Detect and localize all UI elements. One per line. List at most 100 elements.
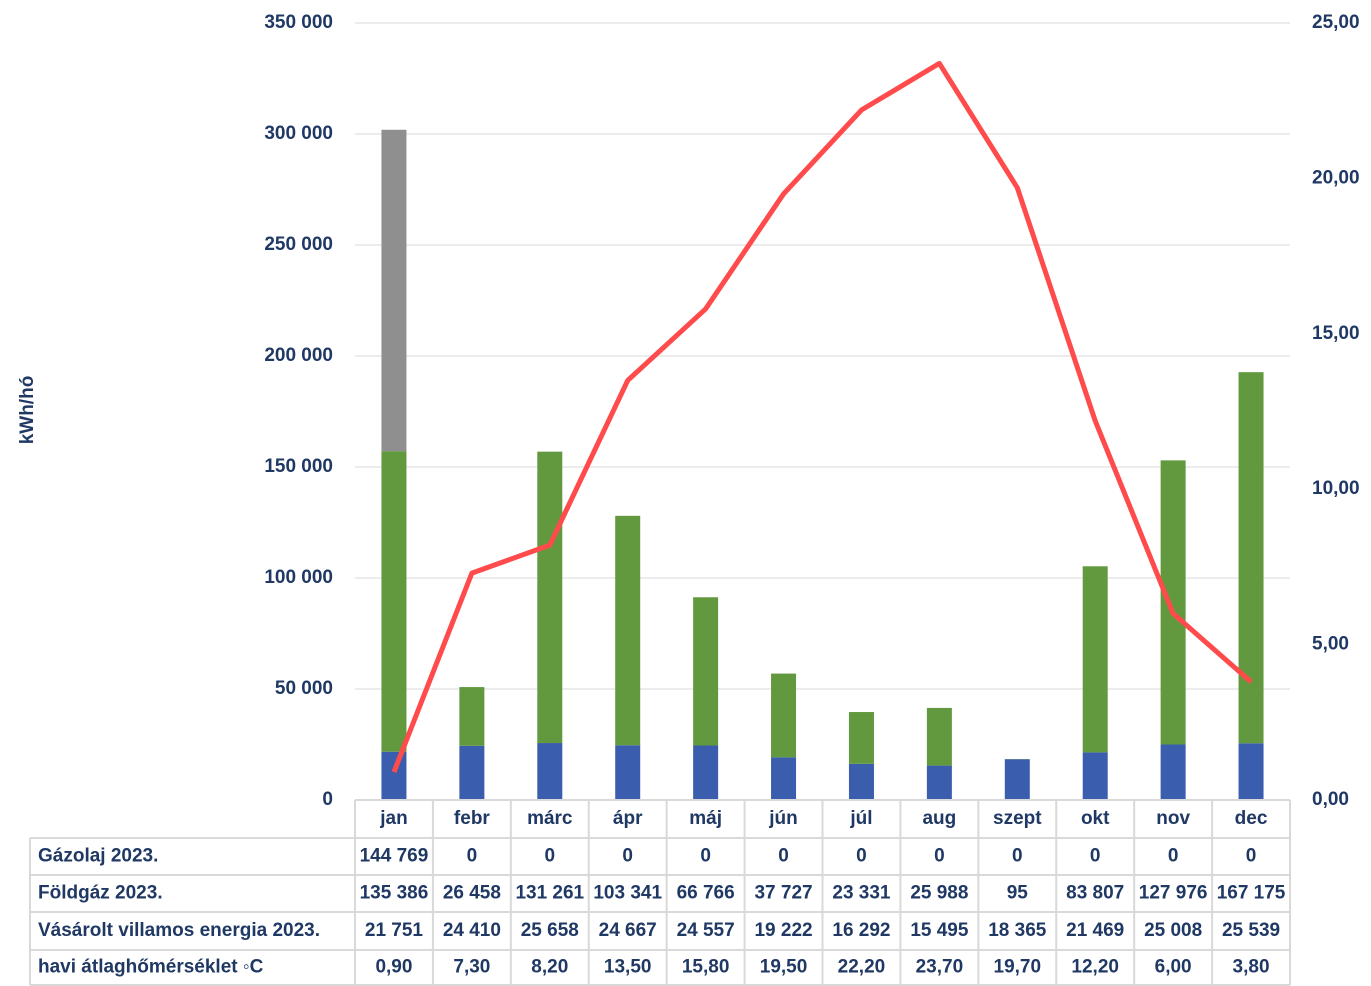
table-cell: 103 341	[593, 883, 662, 904]
y2-tick-label: 25,00	[1312, 12, 1360, 33]
bar	[848, 763, 874, 800]
table-cell: 25 658	[521, 920, 579, 941]
table-cell: 19 222	[754, 920, 812, 941]
legend-label: Gázolaj 2023.	[38, 846, 158, 867]
table-cell: 0	[1168, 846, 1179, 867]
y-tick-label: 150 000	[264, 456, 333, 477]
table-cell: 15 495	[910, 920, 969, 941]
bar	[926, 707, 952, 766]
table-cell: 0,90	[375, 957, 412, 978]
table-cell: 37 727	[754, 883, 812, 904]
bar	[1082, 752, 1108, 800]
legend-label: havi átlaghőmérséklet ◦C	[38, 957, 264, 978]
x-tick-label: szept	[993, 808, 1042, 829]
table-cell: 25 008	[1144, 920, 1202, 941]
table-cell: 13,50	[604, 957, 652, 978]
table-cell: 0	[934, 846, 945, 867]
legend-label: Vásárolt villamos energia 2023.	[38, 920, 320, 941]
bar	[537, 743, 563, 800]
bar	[848, 712, 874, 764]
table-cell: 25 988	[910, 883, 968, 904]
table-cell: 0	[545, 846, 556, 867]
y2-tick-label: 0,00	[1312, 789, 1349, 810]
y2-tick-label: 5,00	[1312, 634, 1349, 655]
y-tick-label: 250 000	[264, 234, 333, 255]
table-cell: 21 469	[1066, 920, 1124, 941]
x-tick-label: júl	[849, 808, 872, 829]
bar	[1082, 566, 1108, 753]
table-cell: 24 557	[677, 920, 735, 941]
table-cell: 135 386	[360, 883, 429, 904]
bar	[459, 687, 485, 746]
table-cell: 19,50	[760, 957, 808, 978]
legend-label: Földgáz 2023.	[38, 883, 163, 904]
table-cell: 23,70	[916, 957, 964, 978]
table-cell: 19,70	[994, 957, 1042, 978]
x-tick-label: márc	[527, 808, 573, 829]
bar	[1238, 372, 1264, 744]
table-cell: 0	[856, 846, 867, 867]
y2-tick-label: 10,00	[1312, 478, 1360, 499]
x-tick-label: máj	[689, 808, 722, 829]
table-cell: 7,30	[453, 957, 490, 978]
table-cell: 26 458	[443, 883, 501, 904]
bar	[1238, 743, 1264, 800]
y-tick-label: 200 000	[264, 345, 333, 366]
x-tick-label: aug	[922, 808, 956, 829]
table-cell: 3,80	[1233, 957, 1270, 978]
table-cell: 15,80	[682, 957, 730, 978]
table-cell: 22,20	[838, 957, 886, 978]
bar	[459, 745, 485, 800]
table-cell: 8,20	[531, 957, 568, 978]
table-cell: 127 976	[1139, 883, 1208, 904]
bar	[1004, 759, 1030, 800]
table-cell: 0	[778, 846, 789, 867]
x-tick-label: jún	[768, 808, 798, 829]
y-tick-label: 300 000	[264, 123, 333, 144]
table-cell: 0	[622, 846, 633, 867]
table-cell: 66 766	[677, 883, 735, 904]
bar	[771, 673, 797, 758]
bar	[771, 757, 797, 800]
y-axis-label: kWh/hó	[17, 376, 38, 445]
bar	[926, 765, 952, 800]
table-cell: 24 667	[599, 920, 657, 941]
y2-tick-label: 20,00	[1312, 167, 1360, 188]
table-cell: 18 365	[988, 920, 1047, 941]
bar	[615, 745, 641, 800]
table-cell: 16 292	[832, 920, 890, 941]
x-tick-label: okt	[1081, 808, 1110, 829]
table-cell: 0	[700, 846, 711, 867]
bar	[1160, 744, 1186, 800]
x-tick-label: ápr	[613, 808, 643, 829]
table-cell: 131 261	[515, 883, 584, 904]
table-cell: 25 539	[1222, 920, 1280, 941]
y-tick-label: 350 000	[264, 12, 333, 33]
y-tick-label: 50 000	[275, 678, 333, 699]
x-tick-label: febr	[454, 808, 491, 829]
table-cell: 0	[1012, 846, 1023, 867]
y2-tick-label: 15,00	[1312, 323, 1360, 344]
table-cell: 0	[1090, 846, 1101, 867]
bar	[381, 451, 407, 752]
bar	[693, 745, 719, 800]
table-cell: 12,20	[1071, 957, 1119, 978]
y-tick-label: 100 000	[264, 567, 333, 588]
x-tick-label: jan	[379, 808, 407, 829]
line-series	[391, 60, 1253, 773]
table-cell: 0	[467, 846, 478, 867]
bar	[1160, 460, 1186, 745]
y-tick-label: 0	[322, 789, 333, 810]
x-tick-label: nov	[1156, 808, 1190, 829]
table-cell: 21 751	[365, 920, 424, 941]
table-cell: 83 807	[1066, 883, 1124, 904]
table-cell: 23 331	[832, 883, 891, 904]
bar	[693, 597, 719, 746]
table-cell: 95	[1007, 883, 1029, 904]
table-cell: 144 769	[360, 846, 429, 867]
bar	[537, 451, 563, 744]
table-cell: 0	[1246, 846, 1257, 867]
bar	[381, 129, 407, 452]
bar	[615, 515, 641, 746]
